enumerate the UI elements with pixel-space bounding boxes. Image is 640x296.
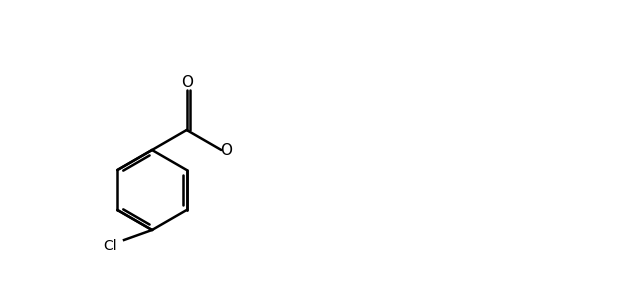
Text: Cl: Cl (103, 239, 117, 253)
Text: O: O (220, 142, 232, 157)
Text: O: O (180, 75, 193, 89)
